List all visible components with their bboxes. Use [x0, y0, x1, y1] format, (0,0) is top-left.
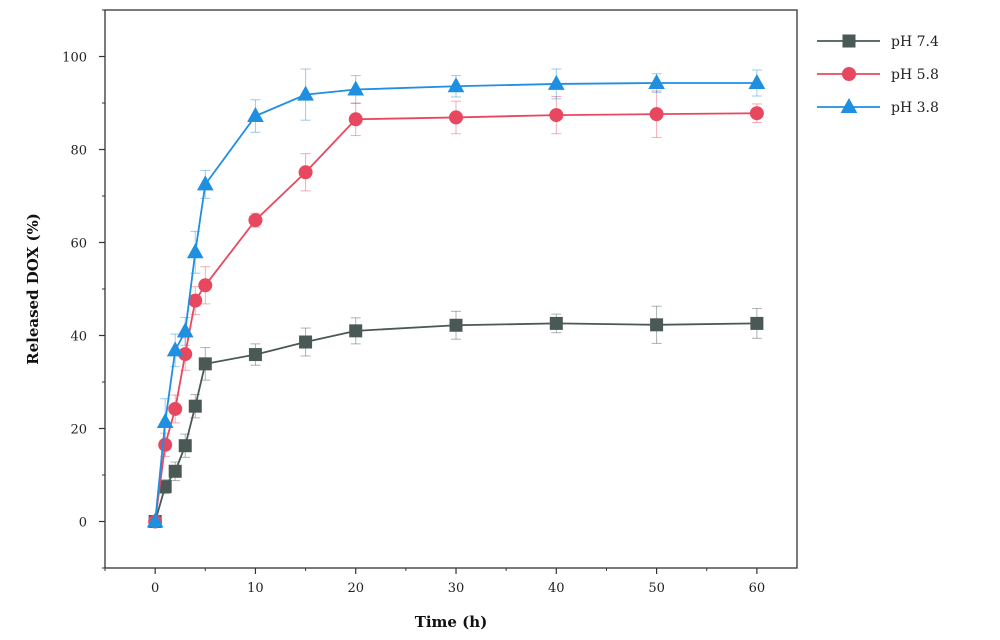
data-point — [168, 464, 182, 478]
data-point — [248, 348, 262, 362]
axes: 0 10 20 30 40 50 60 0 20 40 60 80 100 — [62, 9, 798, 596]
data-point — [549, 108, 564, 123]
data-point — [168, 401, 183, 416]
data-point — [549, 316, 563, 330]
legend-marker — [840, 97, 858, 113]
data-point — [299, 335, 313, 349]
legend-item: pH 5.8 — [817, 67, 939, 83]
legend-item: pH 3.8 — [817, 97, 939, 116]
x-tick-label: 40 — [548, 581, 565, 596]
x-tick-label: 0 — [151, 581, 159, 596]
y-tick-label: 40 — [70, 330, 87, 345]
data-point — [298, 165, 313, 180]
data-point — [750, 316, 764, 330]
data-point — [748, 73, 766, 90]
data-point — [156, 412, 174, 428]
data-point — [297, 85, 314, 101]
data-point — [347, 80, 365, 96]
x-tick-label: 60 — [749, 581, 766, 596]
chart-marks — [146, 68, 766, 529]
data-point — [248, 213, 263, 228]
data-point — [749, 106, 764, 121]
y-tick-label: 100 — [62, 51, 87, 66]
data-point — [146, 512, 164, 528]
series-ph-3.8 — [146, 68, 766, 528]
data-point — [198, 357, 212, 371]
data-point — [648, 73, 665, 90]
x-tick-label: 30 — [448, 581, 465, 596]
y-tick-label: 80 — [70, 144, 87, 159]
series-ph-5.8 — [148, 90, 764, 529]
data-point — [650, 318, 664, 332]
data-point — [348, 112, 363, 127]
legend-label: pH 3.8 — [891, 100, 939, 116]
x-tick-label: 50 — [648, 581, 665, 596]
data-point — [176, 322, 194, 338]
data-point — [247, 106, 264, 123]
series-ph-7.4 — [148, 305, 764, 528]
data-point — [547, 74, 565, 90]
legend-label: pH 7.4 — [891, 34, 939, 50]
data-point — [188, 399, 202, 413]
legend-marker — [842, 67, 856, 81]
legend-item: pH 7.4 — [817, 34, 939, 50]
data-point — [196, 175, 214, 191]
data-point — [349, 324, 363, 338]
series-line — [154, 82, 757, 522]
data-point — [166, 341, 184, 357]
y-tick-label: 20 — [70, 423, 87, 438]
y-tick-label: 0 — [79, 516, 87, 531]
data-point — [449, 110, 464, 125]
x-tick-label: 10 — [247, 581, 264, 596]
data-point — [447, 77, 465, 93]
data-point — [178, 439, 192, 453]
y-tick-label: 60 — [70, 237, 87, 252]
data-point — [649, 107, 664, 122]
data-point — [188, 293, 203, 308]
data-point — [186, 243, 204, 259]
data-point — [198, 278, 213, 293]
legend: pH 7.4 pH 5.8 pH 3.8 — [817, 34, 939, 116]
x-axis-label: Time (h) — [415, 613, 488, 631]
series-line — [154, 322, 757, 522]
legend-label: pH 5.8 — [891, 67, 939, 83]
y-axis-label: Released DOX (%) — [24, 213, 42, 365]
legend-marker — [842, 34, 856, 48]
data-point — [449, 318, 463, 332]
x-tick-label: 20 — [347, 581, 364, 596]
